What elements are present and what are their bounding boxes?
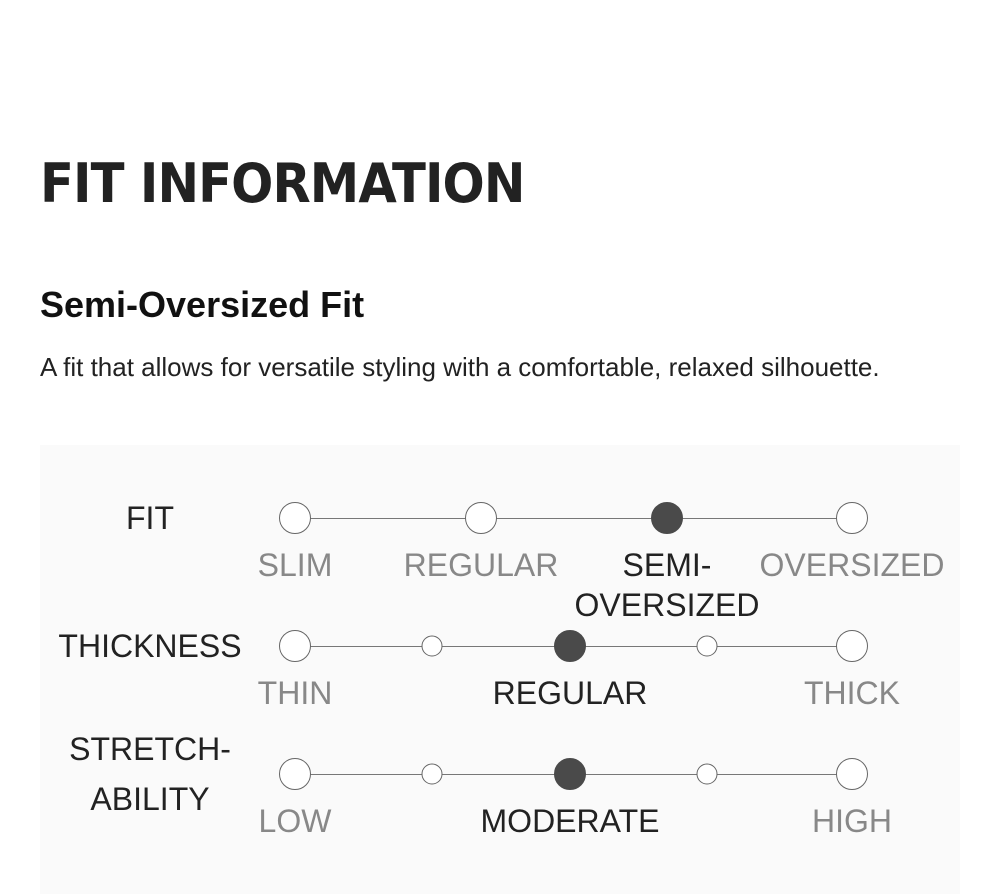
page-title: FIT INFORMATION (40, 152, 525, 215)
scale-selected-dot[interactable] (554, 758, 586, 790)
fit-name: Semi-Oversized Fit (40, 284, 365, 325)
scale-label: FIT (126, 500, 174, 536)
scale-option-dot[interactable] (836, 758, 868, 790)
scale-track (295, 518, 852, 519)
scale-option-label: SEMI- OVERSIZED (574, 547, 760, 623)
scale-option-label: MODERATE (480, 803, 660, 839)
scale-label: THICKNESS (58, 628, 242, 664)
scale-option-label: THIN (257, 675, 333, 711)
fit-description: A fit that allows for versatile styling … (40, 352, 880, 382)
scale-option-label: LOW (258, 803, 332, 839)
scale-option-dot[interactable] (279, 630, 311, 662)
scale-option-dot[interactable] (279, 758, 311, 790)
scale-option-dot[interactable] (279, 502, 311, 534)
fit-panel (40, 445, 960, 894)
scale-step-dot[interactable] (421, 635, 443, 657)
scale-option-label: REGULAR (492, 675, 648, 711)
scale-option-dot[interactable] (465, 502, 497, 534)
scale-step-dot[interactable] (696, 635, 718, 657)
scale-label: STRETCH- ABILITY (69, 731, 231, 817)
scale-option-dot[interactable] (836, 630, 868, 662)
scale-option-label: OVERSIZED (759, 547, 945, 583)
scale-selected-dot[interactable] (554, 630, 586, 662)
scale-option-label: SLIM (257, 547, 333, 583)
scale-option-label: HIGH (812, 803, 892, 839)
scale-option-label: REGULAR (403, 547, 559, 583)
scale-option-dot[interactable] (836, 502, 868, 534)
scale-step-dot[interactable] (421, 763, 443, 785)
scale-option-label: THICK (804, 675, 900, 711)
scale-selected-dot[interactable] (651, 502, 683, 534)
scale-step-dot[interactable] (696, 763, 718, 785)
